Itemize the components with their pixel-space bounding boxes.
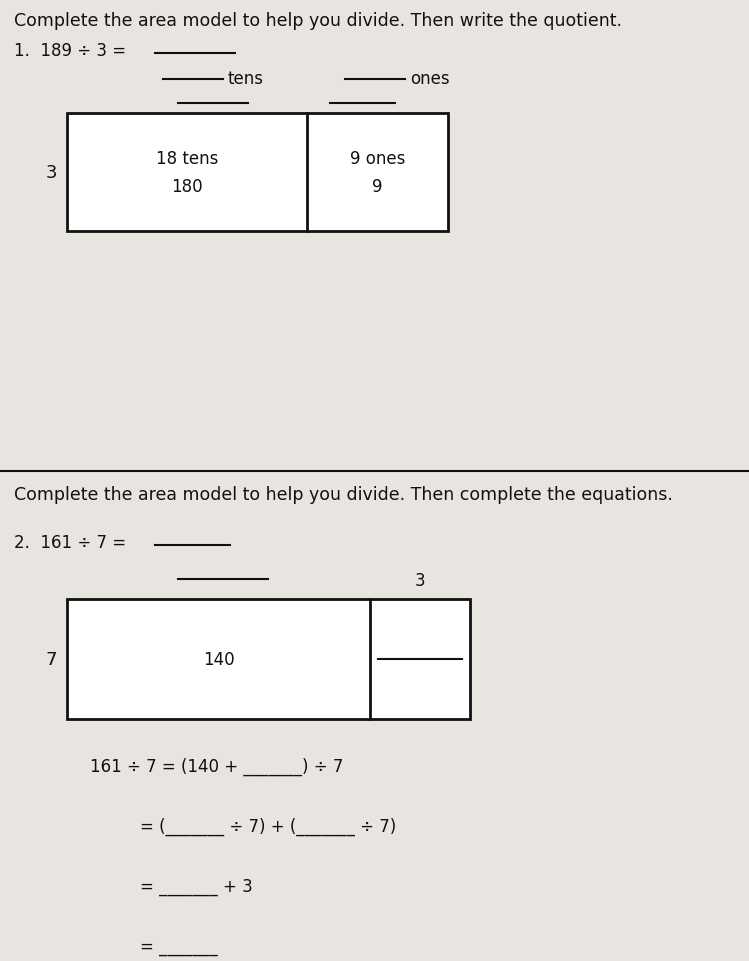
Bar [67, 114, 448, 232]
Text: 7: 7 [46, 651, 57, 668]
Text: 161 ÷ 7 = (140 + _______) ÷ 7: 161 ÷ 7 = (140 + _______) ÷ 7 [90, 757, 343, 776]
Text: 9: 9 [372, 178, 383, 196]
Text: 3: 3 [415, 572, 425, 589]
Text: Complete the area model to help you divide. Then write the quotient.: Complete the area model to help you divi… [14, 12, 622, 30]
Text: 140: 140 [203, 651, 234, 668]
Text: tens: tens [228, 70, 264, 87]
Bar [67, 600, 470, 719]
Text: Complete the area model to help you divide. Then complete the equations.: Complete the area model to help you divi… [14, 485, 673, 504]
Text: 2.  161 ÷ 7 =: 2. 161 ÷ 7 = [14, 533, 131, 552]
Text: = _______: = _______ [140, 937, 218, 955]
Text: 18 tens: 18 tens [156, 150, 218, 168]
Text: 9 ones: 9 ones [350, 150, 405, 168]
Text: 180: 180 [172, 178, 203, 196]
Text: ones: ones [410, 70, 449, 87]
Text: 1.  189 ÷ 3 =: 1. 189 ÷ 3 = [14, 42, 131, 60]
Text: 3: 3 [46, 163, 57, 182]
Text: = (_______ ÷ 7) + (_______ ÷ 7): = (_______ ÷ 7) + (_______ ÷ 7) [140, 817, 396, 835]
Text: = _______ + 3: = _______ + 3 [140, 877, 252, 895]
